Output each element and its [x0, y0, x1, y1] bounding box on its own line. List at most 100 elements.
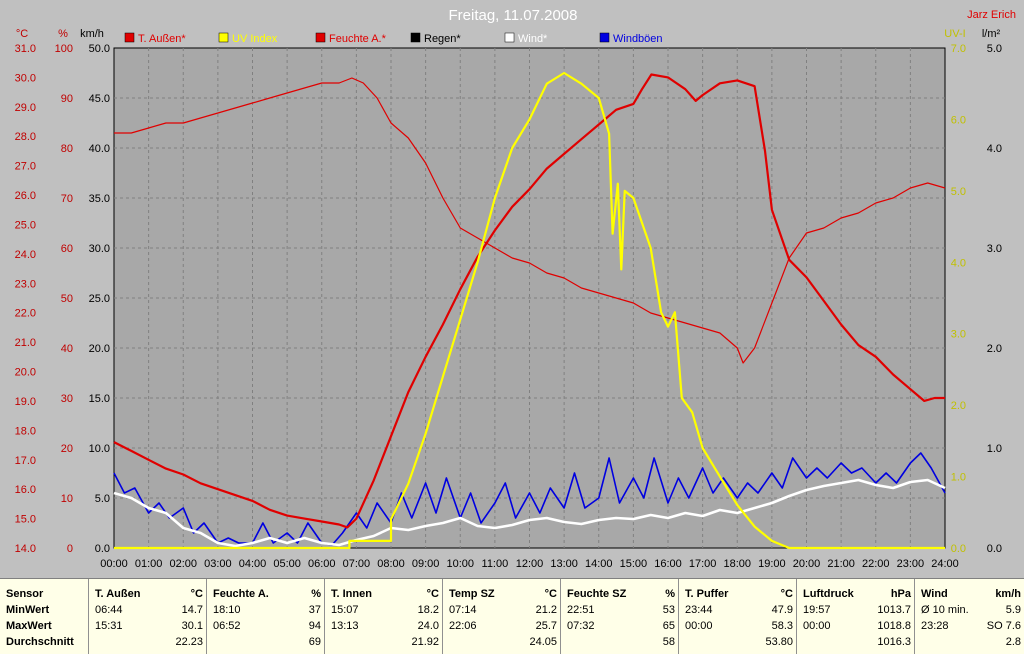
stats-column: Feuchte SZ% 22:51 53 07:32 65 58	[560, 579, 679, 654]
stats-row: 15:31 30.1	[89, 619, 207, 634]
stats-row: 00:00 1018.8	[797, 619, 915, 634]
series-lines	[113, 71, 946, 550]
axis-tick-humidity: 50	[61, 293, 73, 305]
axis-tick-temp: 31.0	[15, 43, 36, 55]
stats-cell-unit: %	[311, 588, 321, 600]
stats-cell-min: 1013.7	[877, 604, 911, 616]
axis-tick-wind: 20.0	[89, 343, 110, 355]
stats-table: Sensor MinWert MaxWert Durchschnitt T. A…	[0, 578, 1024, 654]
axis-unit-rain: l/m²	[982, 28, 1001, 40]
legend-label: Wind*	[518, 33, 548, 45]
stats-cell-title: Temp SZ	[449, 588, 495, 600]
chart-title: Freitag, 11.07.2008	[449, 7, 578, 24]
stats-row: 22:51 53	[561, 603, 679, 618]
axis-tick-uv: 2.0	[951, 400, 966, 412]
stats-row: 00:00 58.3	[679, 619, 797, 634]
row-label-avg: Durchschnitt	[6, 636, 74, 648]
axis-tick-humidity: 30	[61, 393, 73, 405]
stats-cell-min_time: 07:14	[449, 604, 477, 616]
x-tick-label: 07:00	[343, 558, 371, 570]
stats-row: 06:52 94	[207, 619, 325, 634]
stats-row: 23:28 SO 7.6	[915, 619, 1024, 634]
stats-cell-avg: 53.80	[765, 636, 793, 648]
row-label-max: MaxWert	[6, 620, 52, 632]
stats-cell-min_time: 15:07	[331, 604, 359, 616]
axis-tick-rain: 3.0	[987, 243, 1002, 255]
stats-cell-title: Feuchte A.	[213, 588, 269, 600]
x-tick-label: 19:00	[758, 558, 786, 570]
stats-row: 24.05	[443, 635, 561, 650]
axis-tick-wind: 15.0	[89, 393, 110, 405]
stats-column: T. Außen °C 06:44 14.7 15:31 30.1 22.23	[88, 579, 207, 654]
stats-cell-avg: 69	[308, 636, 321, 648]
stats-row: 15:07 18.2	[325, 603, 443, 618]
stats-row: 21.92	[325, 635, 443, 650]
stats-cell-min_time: 23:44	[685, 604, 713, 616]
stats-cell-title: T. Puffer	[685, 588, 729, 600]
axis-tick-humidity: 80	[61, 143, 73, 155]
axis-tick-temp: 19.0	[15, 396, 36, 408]
axis-tick-uv: 4.0	[951, 257, 966, 269]
row-label-sensor: Sensor	[6, 588, 44, 600]
x-tick-label: 11:00	[482, 558, 509, 570]
axis-tick-humidity: 70	[61, 193, 73, 205]
x-tick-label: 16:00	[654, 558, 682, 570]
stats-row: 23:44 47.9	[679, 603, 797, 618]
axis-tick-uv: 0.0	[951, 543, 966, 555]
series-humidity	[114, 77, 946, 364]
stats-cell-max: 58.3	[771, 620, 793, 632]
author-label: Jarz Erich	[967, 9, 1016, 21]
x-tick-label: 17:00	[689, 558, 717, 570]
axis-tick-wind: 5.0	[95, 493, 110, 505]
stats-cell-unit: hPa	[890, 588, 911, 600]
legend-swatch	[315, 32, 326, 43]
axis-tick-wind: 50.0	[89, 43, 110, 55]
x-tick-label: 10:00	[446, 558, 474, 570]
stats-row: T. Innen °C	[325, 587, 443, 602]
stats-cell-max: 1018.8	[877, 620, 911, 632]
axis-tick-temp: 28.0	[15, 131, 36, 143]
stats-column: Wind km/h Ø 10 min. 5.9 23:28 SO 7.6 2.8	[914, 579, 1024, 654]
axis-tick-temp: 15.0	[15, 514, 36, 526]
axis-tick-temp: 29.0	[15, 102, 36, 114]
x-tick-label: 20:00	[793, 558, 821, 570]
stats-cell-min: 47.9	[771, 604, 793, 616]
stats-cell-max: SO 7.6	[986, 620, 1021, 632]
stats-row: 19:57 1013.7	[797, 603, 915, 618]
legend-label: UV Index	[232, 33, 278, 45]
axis-tick-temp: 27.0	[15, 161, 36, 173]
axis-tick-humidity: 90	[61, 93, 73, 105]
axis-tick-wind: 30.0	[89, 243, 110, 255]
stats-row: 53.80	[679, 635, 797, 650]
stats-cell-max: 24.0	[417, 620, 439, 632]
stats-cell-max_time: 22:06	[449, 620, 477, 632]
stats-cell-max_time: 00:00	[803, 620, 831, 632]
stats-cell-avg: 22.23	[175, 636, 203, 648]
stats-cell-max: 30.1	[181, 620, 203, 632]
axis-tick-wind: 10.0	[89, 443, 110, 455]
axis-tick-rain: 4.0	[987, 143, 1002, 155]
stats-row: 22.23	[89, 635, 207, 650]
axis-tick-uv: 7.0	[951, 43, 966, 55]
x-tick-label: 21:00	[827, 558, 855, 570]
grid	[114, 48, 945, 548]
axis-tick-temp: 23.0	[15, 278, 36, 290]
stats-cell-min_time: Ø 10 min.	[921, 604, 969, 616]
stats-row: 69	[207, 635, 325, 650]
stats-cell-min_time: 22:51	[567, 604, 595, 616]
stats-column: T. Innen °C 15:07 18.2 13:13 24.0 21.92	[324, 579, 443, 654]
axis-tick-temp: 21.0	[15, 337, 36, 349]
axis-tick-humidity: 10	[61, 493, 73, 505]
stats-cell-max_time: 15:31	[95, 620, 123, 632]
axis-unit-humidity: %	[58, 28, 68, 40]
stats-cell-max_time: 00:00	[685, 620, 713, 632]
x-tick-label: 14:00	[585, 558, 613, 570]
axis-tick-temp: 25.0	[15, 219, 36, 231]
stats-row: Temp SZ °C	[443, 587, 561, 602]
x-tick-label: 00:00	[100, 558, 128, 570]
legend-swatch	[410, 32, 421, 43]
x-tick-label: 06:00	[308, 558, 336, 570]
x-tick-label: 08:00	[377, 558, 405, 570]
stats-cell-avg: 24.05	[529, 636, 557, 648]
axis-tick-temp: 17.0	[15, 455, 36, 467]
